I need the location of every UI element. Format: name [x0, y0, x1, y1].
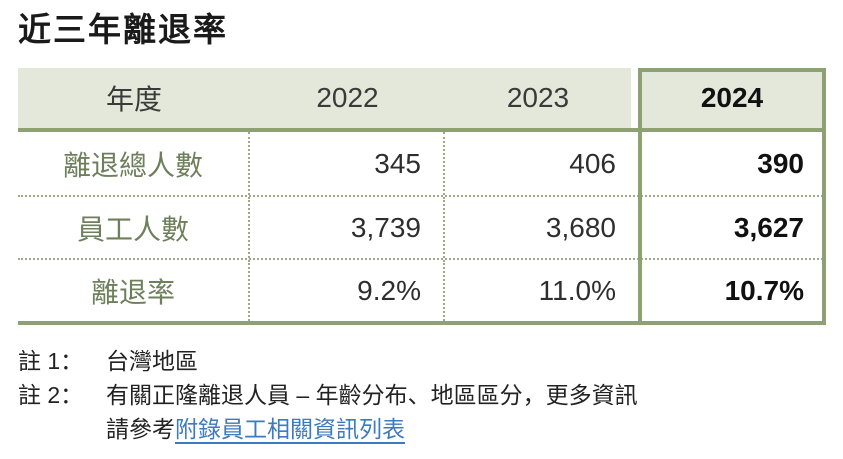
- footnote-2-line2-prefix: 請參考: [106, 416, 175, 442]
- footnote-2-label: 註 2：: [18, 382, 84, 408]
- header-cell-2023: 2023: [445, 68, 638, 128]
- header-separator-line: [18, 128, 826, 132]
- cell-rate-2022: 9.2%: [250, 260, 445, 321]
- table-bottom-border: [18, 321, 826, 325]
- footnote-2-line2: 請參考附錄員工相關資訊列表: [106, 412, 826, 446]
- cell-employees-2024: 3,627: [733, 211, 804, 243]
- row-label-turnover-rate: 離退率: [18, 260, 250, 321]
- footnotes: 註 1： 台灣地區 註 2： 有關正隆離退人員 – 年齡分布、地區區分，更多資訊…: [18, 344, 826, 446]
- header-cell-2024: 2024: [638, 68, 826, 128]
- cell-rate-2024: 10.7%: [724, 274, 804, 306]
- footnote-2-line1: 有關正隆離退人員 – 年齡分布、地區區分，更多資訊: [106, 382, 638, 408]
- header-cell-2022: 2022: [250, 68, 445, 128]
- cell-employees-2023: 3,680: [545, 211, 616, 243]
- appendix-employee-info-link[interactable]: 附錄員工相關資訊列表: [175, 416, 405, 442]
- cell-rate-2023: 11.0%: [538, 274, 616, 306]
- page: 近三年離退率 年度 2022 2023 2024 離退總人數 345 406 3…: [18, 11, 826, 446]
- row-label-departure-total: 離退總人數: [18, 132, 250, 195]
- cell-departures-2022: 345: [250, 132, 445, 195]
- footnote-1-text: 台灣地區: [106, 348, 198, 374]
- page-title: 近三年離退率: [18, 11, 228, 48]
- table-row-turnover-rate: 離退率 9.2% 11.0% 10.7%: [18, 258, 826, 321]
- footnote-2-text: 有關正隆離退人員 – 年齡分布、地區區分，更多資訊 請參考附錄員工相關資訊列表: [106, 378, 826, 446]
- cell-departures-2023: 406: [569, 147, 616, 179]
- row-label-employee-count: 員工人數: [18, 197, 250, 258]
- table-row-departures: 離退總人數 345 406 390: [18, 132, 826, 195]
- cell-departures-2024: 390: [757, 147, 804, 179]
- table-header-row: 年度 2022 2023 2024: [18, 68, 826, 128]
- cell-employees-2022: 3,739: [250, 197, 445, 258]
- footnote-1-label: 註 1：: [18, 348, 84, 374]
- table-row-employees: 員工人數 3,739 3,680 3,627: [18, 195, 826, 258]
- footnote-2: 註 2： 有關正隆離退人員 – 年齡分布、地區區分，更多資訊 請參考附錄員工相關…: [18, 378, 826, 446]
- footnote-1: 註 1： 台灣地區: [18, 344, 826, 378]
- turnover-table: 年度 2022 2023 2024 離退總人數 345 406 390 員工人數…: [18, 68, 826, 325]
- header-cell-year-label: 年度: [18, 68, 250, 128]
